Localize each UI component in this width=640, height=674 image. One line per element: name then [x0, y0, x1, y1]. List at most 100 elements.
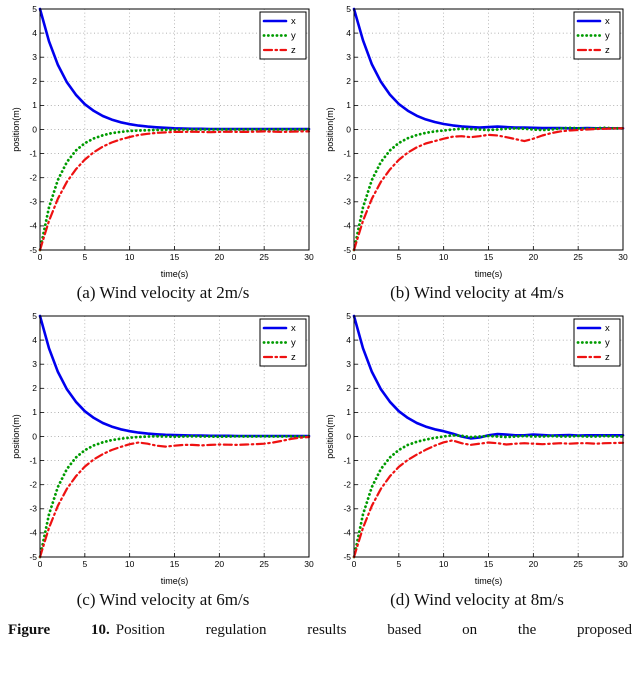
y-tick-label: 1: [346, 100, 351, 110]
y-tick-label: 4: [32, 28, 37, 38]
figure-caption-text: Position regulation results based on the…: [115, 622, 632, 638]
y-tick-label: 1: [32, 100, 37, 110]
y-tick-label: -1: [29, 148, 37, 158]
y-tick-label: -1: [343, 455, 351, 465]
x-tick-label: 5: [82, 559, 87, 569]
series-line-y: [38, 128, 311, 252]
x-tick-label: 0: [352, 252, 357, 262]
y-tick-label: -3: [29, 197, 37, 207]
y-tick-label: -3: [343, 504, 351, 514]
legend-label-x: x: [605, 323, 610, 334]
x-tick-label: 10: [125, 559, 135, 569]
chart-c: 0 5 10 15 20 25 30 -5 -4 -3 -2 -1 0 1 2 3 4 5 time(s) posit…: [11, 311, 314, 586]
y-tick-label: 3: [346, 359, 351, 369]
x-axis-label: time(s): [475, 576, 503, 586]
chart-d: 0 5 10 15 20 25 30 -5 -4 -3 -2 -1 0 1 2 3 4 5 time(s) posit…: [325, 311, 628, 586]
x-tick-label: 30: [304, 252, 314, 262]
x-tick-label: 10: [125, 252, 135, 262]
x-tick-label: 5: [396, 559, 401, 569]
y-tick-label: -1: [29, 455, 37, 465]
y-tick-label: 5: [32, 311, 37, 321]
y-tick-label: 2: [32, 76, 37, 86]
y-tick-label: 3: [346, 52, 351, 62]
x-tick-label: 30: [618, 252, 628, 262]
x-tick-label: 20: [215, 559, 225, 569]
legend-label-x: x: [605, 16, 610, 27]
y-tick-label: 4: [346, 28, 351, 38]
y-tick-label: -4: [29, 528, 37, 538]
subplot-b-caption: (b) Wind velocity at 4m/s: [390, 283, 564, 302]
y-tick-label: 4: [32, 335, 37, 345]
subplot-c-caption: (c) Wind velocity at 6m/s: [76, 590, 250, 609]
x-tick-label: 20: [529, 252, 539, 262]
x-tick-label: 15: [484, 559, 494, 569]
y-axis-label: position(m): [11, 414, 21, 459]
legend-label-x: x: [291, 16, 296, 27]
series-line-y: [38, 434, 311, 559]
legend-label-z: z: [291, 352, 296, 363]
subplot-a-caption: (a) Wind velocity at 2m/s: [76, 283, 250, 302]
subplot-c: 0 5 10 15 20 25 30 -5 -4 -3 -2 -1 0 1 2 3 4 5 time(s) posit…: [6, 309, 320, 616]
x-tick-label: 0: [352, 559, 357, 569]
y-tick-label: -2: [343, 480, 351, 490]
y-tick-label: 2: [346, 76, 351, 86]
x-tick-label: 25: [573, 252, 583, 262]
y-tick-label: -2: [343, 173, 351, 183]
y-tick-label: -5: [29, 245, 37, 255]
y-tick-label: 0: [32, 124, 37, 134]
x-tick-label: 10: [439, 252, 449, 262]
legend-label-y: y: [291, 31, 296, 42]
y-tick-label: 5: [346, 311, 351, 321]
legend-label-y: y: [605, 31, 610, 42]
subplot-d: 0 5 10 15 20 25 30 -5 -4 -3 -2 -1 0 1 2 3 4 5 time(s) posit…: [320, 309, 634, 616]
x-tick-label: 15: [170, 559, 180, 569]
series-line-z: [38, 130, 311, 252]
x-tick-label: 30: [618, 559, 628, 569]
legend-label-z: z: [605, 45, 610, 56]
y-tick-label: -2: [29, 173, 37, 183]
y-tick-label: -3: [343, 197, 351, 207]
figure-caption: Figure 10. Position regulation results ba…: [8, 622, 632, 639]
y-tick-label: -4: [343, 221, 351, 231]
series-line-z: [352, 439, 625, 559]
legend-label-y: y: [605, 338, 610, 349]
y-tick-label: 3: [32, 52, 37, 62]
y-tick-label: -3: [29, 504, 37, 514]
legend-label-z: z: [605, 352, 610, 363]
chart-b: 0 5 10 15 20 25 30 -5 -4 -3 -2 -1 0 1 2 3 4 5 time(s) posit…: [325, 4, 628, 279]
x-tick-label: 0: [38, 559, 43, 569]
x-tick-label: 20: [215, 252, 225, 262]
y-tick-label: 5: [346, 4, 351, 14]
y-tick-label: -4: [343, 528, 351, 538]
y-tick-label: 4: [346, 335, 351, 345]
x-tick-label: 20: [529, 559, 539, 569]
y-tick-label: -2: [29, 480, 37, 490]
legend-label-z: z: [291, 45, 296, 56]
x-axis-label: time(s): [161, 576, 189, 586]
series-line-z: [352, 127, 625, 252]
chart-a: 0 5 10 15 20 25 30 -5 -4 -3 -2 -1 0 1 2 3 4 5 time(s) posit…: [11, 4, 314, 279]
y-tick-label: 0: [346, 431, 351, 441]
y-tick-label: -1: [343, 148, 351, 158]
series-line-y: [352, 433, 625, 559]
x-tick-label: 15: [484, 252, 494, 262]
x-tick-label: 5: [82, 252, 87, 262]
y-tick-label: -4: [29, 221, 37, 231]
y-axis-label: position(m): [325, 107, 335, 152]
y-tick-label: -5: [29, 552, 37, 562]
x-axis-label: time(s): [475, 269, 503, 279]
y-tick-label: 0: [32, 431, 37, 441]
y-tick-label: 1: [346, 407, 351, 417]
x-tick-label: 30: [304, 559, 314, 569]
x-tick-label: 15: [170, 252, 180, 262]
y-tick-label: 2: [346, 383, 351, 393]
y-axis-label: position(m): [11, 107, 21, 152]
y-tick-label: 1: [32, 407, 37, 417]
y-axis-label: position(m): [325, 414, 335, 459]
y-tick-label: -5: [343, 552, 351, 562]
subplot-grid: 0 5 10 15 20 25 30 -5 -4 -3 -2 -1 0 1 2 3 4 5 time(s) posit…: [6, 2, 634, 616]
y-tick-label: -5: [343, 245, 351, 255]
x-tick-label: 25: [573, 559, 583, 569]
y-tick-label: 0: [346, 124, 351, 134]
